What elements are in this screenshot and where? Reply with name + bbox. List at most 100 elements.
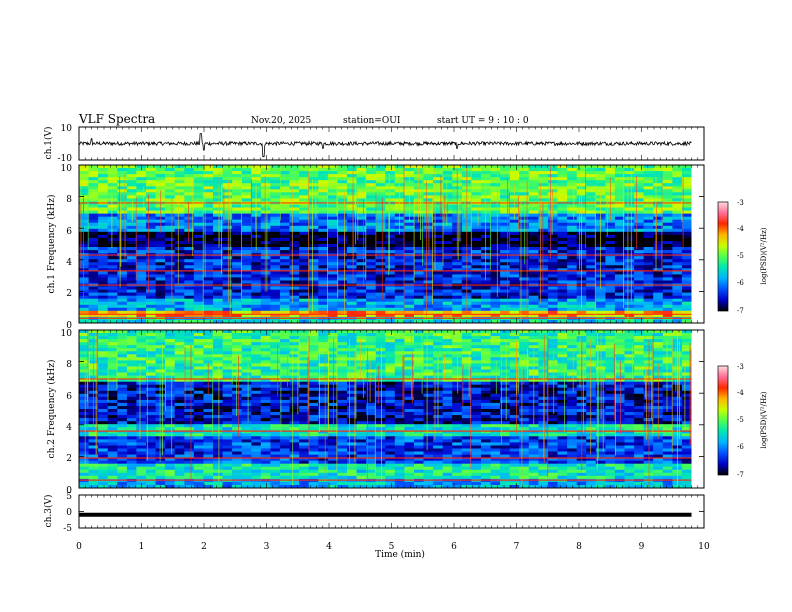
- ch2-spec-cell: [337, 360, 348, 364]
- ch1-spec-cell: [528, 304, 539, 309]
- ch2-spec-cell: [280, 384, 290, 389]
- ch1-spec-cell: [586, 256, 597, 260]
- ch1-spec-cell: [662, 207, 673, 211]
- ch2-spec-cell: [423, 354, 434, 358]
- ch1-spec-cell: [490, 259, 501, 263]
- ch1-spec-cell: [222, 268, 233, 272]
- ch1-spec-cell: [308, 250, 319, 254]
- ch2-spec-cell: [107, 345, 118, 349]
- ch1-spec-cell: [624, 307, 635, 312]
- ch2-spec-cell: [461, 390, 472, 395]
- ch1-spec-cell: [509, 216, 520, 221]
- ch1-spec-cell: [595, 307, 606, 312]
- ch1-spec-cell: [289, 231, 300, 236]
- ch1-spec-cell: [375, 304, 386, 309]
- ch1-spec-cell: [289, 298, 300, 303]
- ch2-spec-cell: [547, 390, 558, 395]
- ch2-spec-cell: [337, 378, 348, 382]
- ch1-spec-cell: [519, 274, 530, 278]
- ch1-spec-cell: [337, 298, 348, 303]
- ch2-spec-cell: [308, 354, 319, 358]
- ch2-spec-cell: [184, 384, 195, 389]
- ch2-spec-cell: [308, 372, 319, 376]
- ch2-spec-cell: [260, 363, 271, 367]
- ch1-spec-cell: [299, 222, 310, 227]
- ch1-spec-cell: [509, 171, 520, 175]
- ch1-spec-cell: [653, 237, 664, 242]
- ch2-spec-cell: [117, 345, 128, 349]
- ch2-spec-cell: [146, 348, 156, 352]
- ch1-spec-cell: [241, 271, 252, 275]
- ch2-spec-cell: [634, 396, 645, 401]
- ch2-spec-cell: [213, 375, 223, 379]
- ch2-spec-cell: [500, 363, 511, 367]
- ch1-spec-cell: [519, 234, 530, 239]
- ch2-spec-cell: [681, 333, 692, 337]
- ch2-spec-cell: [471, 339, 482, 343]
- ch2-spec-cell: [366, 384, 377, 389]
- ch1-spec-cell: [414, 234, 424, 239]
- ch1-spec-cell: [107, 165, 118, 169]
- ch2-spec-cell: [126, 378, 137, 382]
- ch1-spec-cell: [471, 210, 482, 214]
- ch2-spec-cell: [327, 378, 338, 382]
- ch2-spec-cell: [366, 369, 377, 373]
- ch1-spec-cell: [280, 219, 290, 224]
- ch1-spec-cell: [442, 268, 453, 272]
- ch2-spec-cell: [605, 360, 616, 364]
- ch1-spec-cell: [146, 213, 156, 217]
- ch2-spec-cell: [634, 348, 645, 352]
- ch1-spec-cell: [662, 165, 673, 169]
- ch1-spec-cell: [251, 268, 262, 272]
- ch2-spec-cell: [519, 375, 530, 379]
- ch1-spec-cell: [519, 268, 530, 272]
- ch2-spec-cell: [366, 345, 377, 349]
- ch1-spec-cell: [232, 198, 243, 202]
- ch1-spec-cell: [576, 320, 587, 324]
- ch1-ytick-top: 10: [61, 124, 73, 134]
- ch1-spec-cell: [98, 241, 109, 245]
- ch1-spec-cell: [280, 307, 290, 312]
- ch1-spec-cell: [155, 244, 166, 248]
- ch1-spec-cell: [414, 265, 424, 269]
- ch2-spec-cell: [653, 345, 664, 349]
- ch1-spec-cell: [213, 250, 223, 254]
- ch2-spec-cell: [184, 339, 195, 343]
- ch1-spec-cell: [347, 237, 357, 242]
- ch2-spec-cell: [557, 336, 568, 340]
- ch1-spec-cell: [146, 307, 156, 312]
- ch1-spec-cell: [519, 219, 530, 224]
- ch2-spec-cell: [557, 339, 568, 343]
- ch1-spec-cell: [624, 289, 635, 293]
- ch1-spec-cell: [500, 247, 511, 251]
- ch1-spec-cell: [165, 307, 176, 312]
- ch1-spec-cell: [375, 183, 386, 187]
- ch2-spec-cell: [433, 333, 444, 337]
- ch2-spec-cell: [241, 399, 252, 404]
- ch1-spec-cell: [356, 237, 367, 242]
- ch1-spec-cell: [232, 225, 243, 230]
- ch1-spec-cell: [155, 298, 166, 303]
- ch1-spec-cell: [184, 277, 195, 281]
- ch2-spec-cell: [614, 363, 625, 367]
- ch1-spec-cell: [213, 304, 223, 309]
- ch2-spec-cell: [375, 360, 386, 364]
- ch2-spec-cell: [347, 375, 357, 379]
- ch1-spec-cell: [327, 244, 338, 248]
- ch1-spec-cell: [366, 265, 377, 269]
- ch1-spec-cell: [471, 180, 482, 184]
- ch2-spec-cell: [126, 336, 137, 340]
- ch1-spec-cell: [126, 247, 137, 251]
- ch1-spec-cell: [471, 225, 482, 230]
- ch2-spec-cell: [299, 354, 310, 358]
- ch1-spec-cell: [624, 301, 635, 306]
- ch1-spec-cell: [280, 198, 290, 202]
- ch1-spec-cell: [356, 262, 367, 266]
- ch2-spec-cell: [375, 357, 386, 361]
- ch2-spec-cell: [98, 330, 109, 334]
- ch2-spec-cell: [347, 384, 357, 389]
- ch1-spec-cell: [308, 228, 319, 233]
- ch1-spec-cell: [337, 265, 348, 269]
- ch1-spec-cell: [203, 198, 214, 202]
